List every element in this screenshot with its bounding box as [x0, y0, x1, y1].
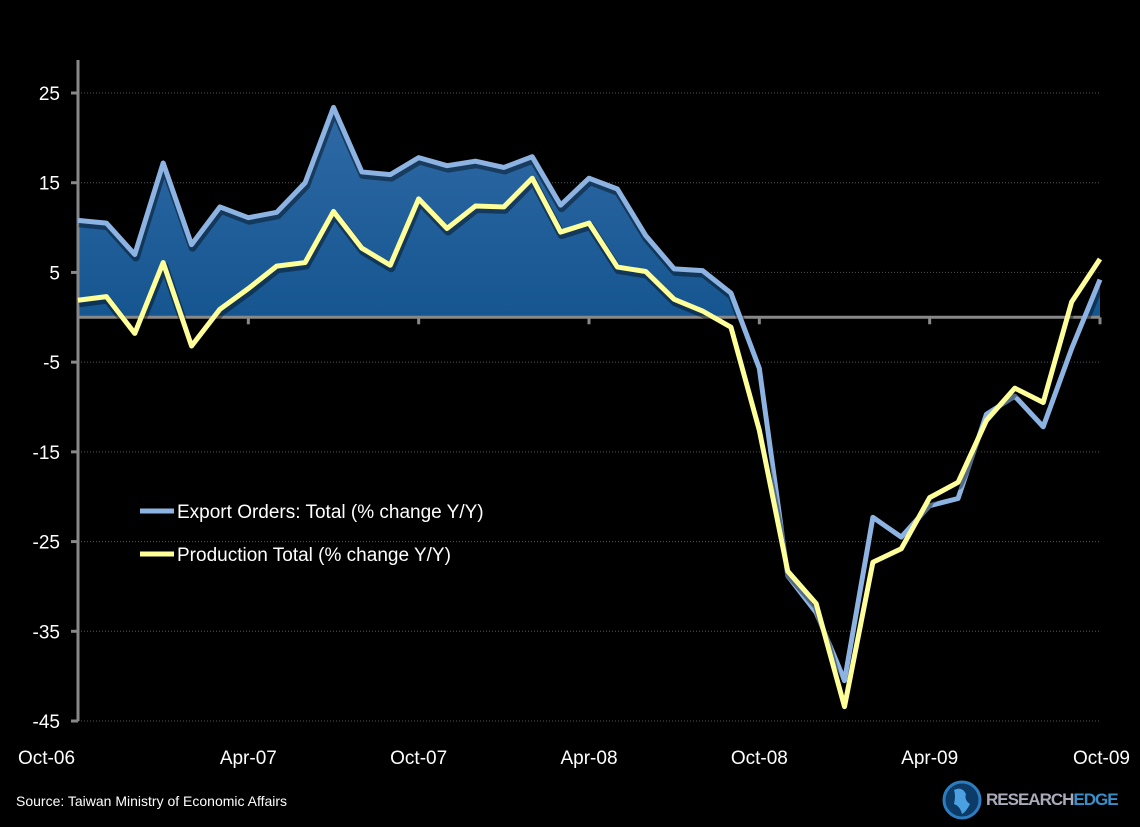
- globe-icon: [942, 780, 982, 820]
- y-tick-label: -45: [33, 712, 60, 733]
- y-tick-label: -5: [43, 353, 60, 374]
- researchedge-logo: RESEARCHEDGE: [942, 778, 1127, 822]
- y-tick-label: -15: [33, 443, 60, 464]
- x-tick-label: Apr-07: [220, 748, 277, 769]
- legend: Export Orders: Total (% change Y/Y) Produ…: [140, 502, 484, 566]
- legend-label: Export Orders: Total (% change Y/Y): [177, 502, 484, 523]
- export-area: [78, 107, 1100, 318]
- y-tick-label: -35: [33, 622, 60, 643]
- x-tick-label: Oct-09: [1073, 748, 1130, 769]
- x-tick-label: Oct-06: [18, 748, 75, 769]
- y-tick-label: 25: [39, 84, 60, 105]
- x-tick-label: Apr-08: [560, 748, 617, 769]
- y-tick-label: -25: [33, 533, 60, 554]
- x-tick-labels: Oct-06 Apr-07 Oct-07 Apr-08 Oct-08 Apr-09 Oct-…: [18, 748, 1130, 769]
- y-tick-label: 15: [39, 174, 60, 195]
- axes: [71, 60, 1102, 723]
- series-lines: [77, 104, 1105, 714]
- legend-label: Production Total (% change Y/Y): [177, 545, 451, 566]
- y-tick-label: 5: [49, 263, 60, 284]
- y-tick-labels: 25 15 5 -5 -15 -25 -35 -45: [33, 84, 60, 733]
- series-line-export-orders: [77, 104, 1103, 684]
- x-tick-label: Apr-09: [901, 748, 958, 769]
- export-area-fill: [78, 107, 1100, 318]
- series-line-production: [77, 175, 1103, 710]
- source-note: Source: Taiwan Ministry of Economic Affa…: [16, 793, 288, 809]
- x-tick-label: Oct-08: [731, 748, 788, 769]
- x-tick-label: Oct-07: [390, 748, 447, 769]
